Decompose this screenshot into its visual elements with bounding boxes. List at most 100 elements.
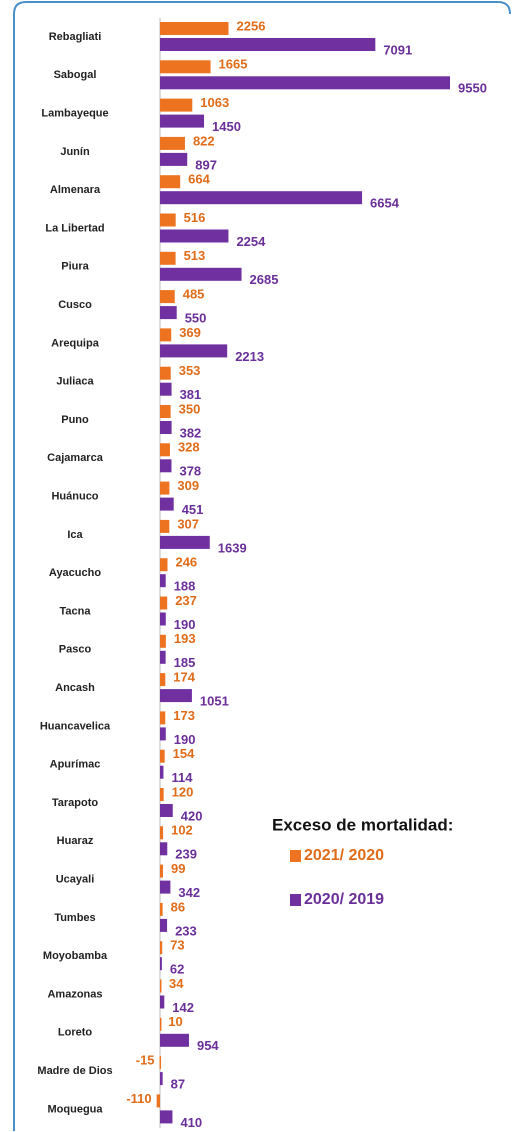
bar (160, 22, 229, 35)
bar (160, 421, 172, 434)
bar (160, 558, 168, 572)
category-label: Arequipa (51, 337, 100, 349)
category-label: Pasco (59, 644, 92, 656)
category-label: Cusco (58, 299, 92, 311)
bar (160, 957, 162, 971)
category-label: Apurímac (50, 759, 101, 771)
bar (160, 574, 166, 588)
value-label: 2254 (236, 234, 266, 249)
value-label: 382 (180, 425, 202, 440)
bar (160, 1110, 173, 1124)
category-label: Tumbes (54, 912, 95, 924)
value-label: 9550 (458, 81, 487, 96)
bar (156, 1094, 160, 1108)
value-label: 309 (177, 478, 199, 493)
bar (160, 114, 205, 128)
value-label: 410 (180, 1115, 202, 1130)
category-label: Puno (61, 414, 89, 426)
category-label: Lambayeque (41, 108, 108, 120)
bar (160, 1017, 162, 1031)
value-label: 451 (182, 502, 204, 517)
bar (160, 826, 164, 840)
category-label: Junín (60, 146, 90, 158)
category-label: Tarapoto (52, 797, 99, 809)
bar (160, 191, 363, 205)
value-label: 237 (175, 593, 197, 608)
value-label: 328 (178, 440, 200, 455)
value-label: 185 (174, 655, 196, 670)
value-label: -15 (136, 1053, 155, 1068)
value-label: 142 (172, 1000, 194, 1015)
legend-title: Exceso de mortalidad: (272, 815, 453, 834)
bar (160, 979, 162, 993)
bar (160, 152, 188, 166)
bar (160, 596, 168, 610)
bar (160, 136, 185, 150)
value-label: 62 (170, 962, 184, 977)
category-label: Rebagliati (49, 31, 102, 43)
legend-swatch (290, 894, 301, 906)
category-label: Huánuco (51, 491, 98, 503)
value-label: 1051 (200, 694, 229, 709)
category-label: Juliaca (56, 376, 94, 388)
category-label: Tacna (60, 605, 92, 617)
bar (160, 612, 166, 626)
bar (160, 251, 176, 265)
bar (160, 689, 192, 703)
bar (160, 941, 163, 955)
value-label: 2256 (237, 18, 266, 33)
value-label: 513 (184, 248, 206, 263)
category-label: Amazonas (47, 988, 102, 1000)
bar (160, 60, 211, 74)
category-label: Cajamarca (47, 452, 104, 464)
value-label: 342 (178, 885, 200, 900)
bar (160, 306, 177, 320)
value-label: 897 (195, 157, 217, 172)
category-label: Huancavelica (40, 720, 111, 732)
bar (160, 497, 174, 511)
value-label: 10 (168, 1014, 182, 1029)
legend-label: 2020/ 2019 (304, 891, 384, 908)
value-label: 664 (188, 172, 210, 187)
value-label: 1450 (212, 119, 241, 134)
category-label: Sabogal (54, 69, 97, 81)
bar (160, 842, 168, 856)
legend-label: 2021/ 2020 (304, 847, 384, 864)
value-label: 381 (180, 387, 202, 402)
category-label: Loreto (58, 1027, 93, 1039)
category-label: La Libertad (45, 222, 104, 234)
bar (160, 213, 176, 227)
value-label: 7091 (383, 42, 412, 57)
value-label: 190 (174, 732, 196, 747)
value-label: 73 (170, 938, 184, 953)
category-label: Madre de Dios (37, 1065, 112, 1077)
bar (160, 459, 172, 473)
bar (160, 267, 242, 281)
frame (13, 1, 511, 1131)
bar (160, 1072, 163, 1086)
value-label: 86 (171, 899, 185, 914)
bar (160, 443, 170, 457)
value-label: 174 (173, 670, 195, 685)
value-label: 2685 (250, 272, 279, 287)
value-label: 485 (183, 287, 205, 302)
bar (160, 382, 172, 396)
bar (160, 711, 166, 725)
bar (160, 229, 229, 243)
value-label: 954 (197, 1038, 219, 1053)
bar (160, 76, 450, 90)
category-label: Ayacucho (49, 567, 101, 579)
category-label: Piura (61, 261, 89, 273)
bar (160, 880, 171, 894)
bar (160, 788, 164, 801)
value-label: 2213 (235, 349, 264, 364)
bar (160, 481, 170, 495)
bar (160, 995, 165, 1009)
value-label: 193 (174, 631, 196, 646)
category-label: Huaraz (57, 835, 94, 847)
value-label: 233 (175, 923, 197, 938)
category-label: Ancash (55, 682, 95, 694)
bar (160, 290, 175, 304)
bar (160, 902, 163, 916)
bar (160, 864, 164, 878)
